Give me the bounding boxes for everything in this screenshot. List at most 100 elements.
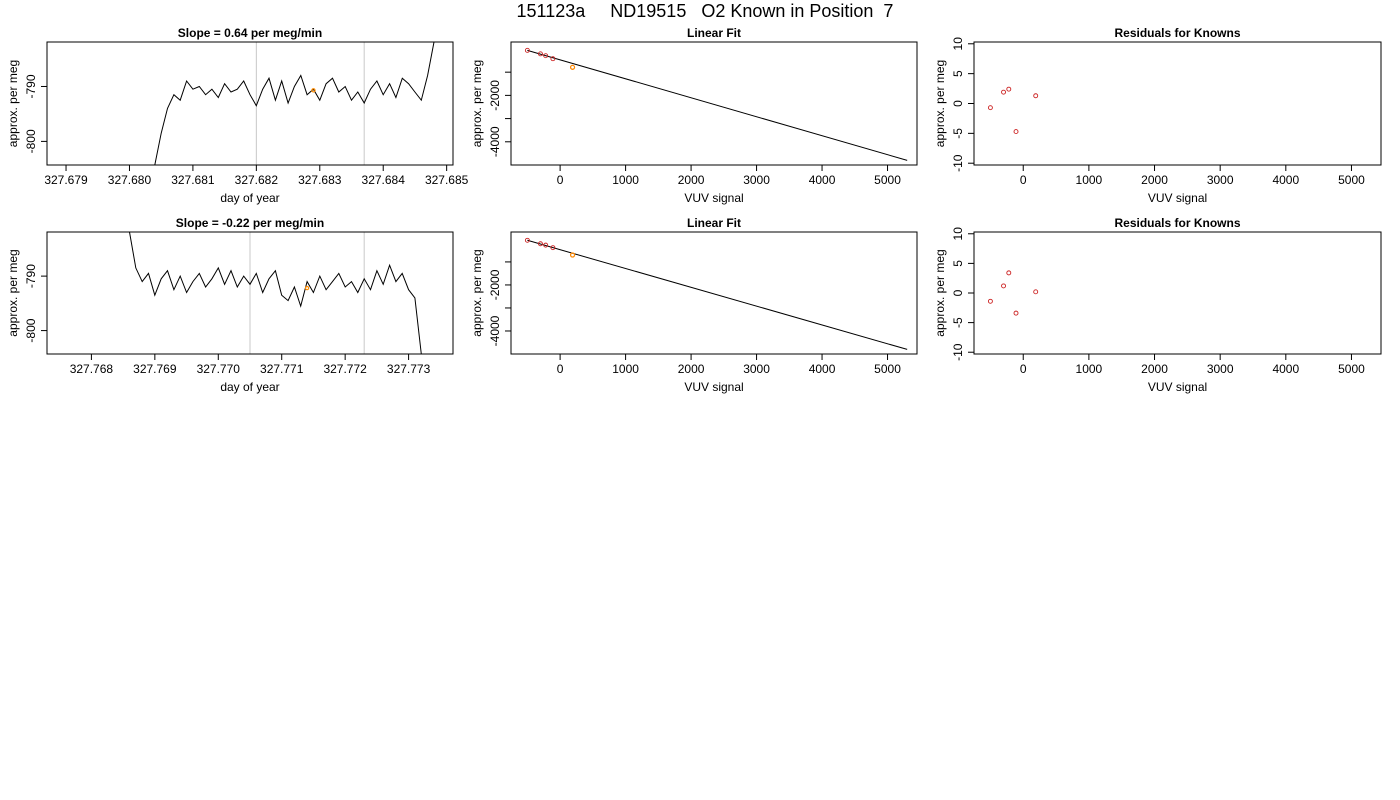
y-tick-label: -2000 xyxy=(488,80,502,111)
x-tick-label: 4000 xyxy=(1272,173,1299,187)
x-tick-label: 327.685 xyxy=(425,173,469,187)
y-axis-label: approx. per meg xyxy=(933,249,947,336)
y-tick-label: 10 xyxy=(951,37,965,51)
data-point xyxy=(1001,89,1006,95)
x-axis-label: day of year xyxy=(220,191,279,205)
chart-panel-6: Residuals for Knowns 0 1000 2000 3000 4000 500… xyxy=(933,216,1382,394)
y-tick-label: -790 xyxy=(24,74,38,98)
x-tick-label: 327.768 xyxy=(70,362,114,376)
x-tick-label: 2000 xyxy=(678,173,705,187)
chart-title: Residuals for Knowns xyxy=(1114,216,1240,230)
fit-line xyxy=(527,239,908,350)
x-tick-label: 327.772 xyxy=(323,362,367,376)
y-tick-label: -5 xyxy=(951,317,965,328)
data-point xyxy=(538,241,543,247)
data-point xyxy=(987,105,993,111)
data-point xyxy=(543,242,549,248)
data-point xyxy=(543,53,549,59)
y-axis-label: approx. per meg xyxy=(6,60,20,147)
chart-title: Slope = 0.64 per meg/min xyxy=(178,26,322,40)
series-line xyxy=(154,42,435,165)
x-tick-label: 0 xyxy=(557,362,564,376)
y-tick-label: -5 xyxy=(951,128,965,139)
y-tick-label: 0 xyxy=(951,289,965,296)
data-point xyxy=(1006,270,1012,276)
x-axis-label: VUV signal xyxy=(684,191,743,205)
x-tick-label: 2000 xyxy=(678,362,705,376)
x-tick-label: 0 xyxy=(1020,173,1027,187)
chart-panel-4: Slope = -0.22 per meg/min 327.768 327.769 3… xyxy=(6,216,454,394)
chart-panel-1: Slope = 0.64 per meg/min 327.679 327.680 32… xyxy=(6,26,469,205)
data-point xyxy=(987,298,993,304)
data-point xyxy=(550,245,556,251)
x-tick-label: 5000 xyxy=(874,362,901,376)
plot-frame xyxy=(510,231,918,355)
data-point xyxy=(1033,93,1039,99)
x-tick-label: 5000 xyxy=(1338,362,1365,376)
x-tick-label: 3000 xyxy=(1207,362,1234,376)
x-tick-label: 4000 xyxy=(1272,362,1299,376)
y-tick-label: -2000 xyxy=(488,269,502,300)
marker-point xyxy=(311,88,316,93)
x-tick-label: 327.684 xyxy=(362,173,406,187)
x-tick-label: 0 xyxy=(1020,362,1027,376)
plot-frame xyxy=(510,41,918,166)
x-axis-label: day of year xyxy=(220,380,279,394)
y-tick-label: -4000 xyxy=(488,126,502,157)
y-tick-label: -800 xyxy=(24,129,38,153)
y-tick-label: -10 xyxy=(951,343,965,361)
x-tick-label: 5000 xyxy=(874,173,901,187)
x-tick-label: 1000 xyxy=(612,362,639,376)
chart-title: Linear Fit xyxy=(687,26,741,40)
y-tick-label: 5 xyxy=(951,70,965,77)
data-point xyxy=(1013,129,1019,135)
y-tick-label: -4000 xyxy=(488,315,502,346)
plot-frame xyxy=(46,41,454,166)
plot-data xyxy=(987,270,1039,316)
fit-line xyxy=(527,49,908,161)
y-axis-label: approx. per meg xyxy=(470,60,484,147)
x-axis-label: VUV signal xyxy=(684,380,743,394)
y-tick-label: 5 xyxy=(951,260,965,267)
x-axis-label: VUV signal xyxy=(1148,380,1207,394)
data-point xyxy=(1001,283,1006,289)
x-tick-label: 327.773 xyxy=(387,362,431,376)
x-tick-label: 2000 xyxy=(1141,362,1168,376)
chart-title: Slope = -0.22 per meg/min xyxy=(176,216,324,230)
x-tick-label: 4000 xyxy=(809,362,836,376)
chart-panel-5: Linear Fit 0 1000 2000 3000 4000 5000 VUV signa… xyxy=(470,216,918,394)
plot-frame xyxy=(973,41,1382,166)
highlight-point xyxy=(569,64,576,70)
page-title: 151123a ND19515 O2 Known in Position 7 xyxy=(516,1,894,21)
data-point xyxy=(524,237,530,243)
x-tick-label: 327.770 xyxy=(197,362,241,376)
x-tick-label: 327.680 xyxy=(108,173,152,187)
x-tick-label: 1000 xyxy=(1076,362,1103,376)
data-point xyxy=(1033,289,1039,295)
x-tick-label: 0 xyxy=(557,173,564,187)
x-tick-label: 327.681 xyxy=(171,173,215,187)
plot-data xyxy=(987,86,1039,135)
chart-panel-3: Residuals for Knowns 0 1000 2000 3000 4000 500… xyxy=(933,26,1382,205)
x-axis-label: VUV signal xyxy=(1148,191,1207,205)
x-tick-label: 327.771 xyxy=(260,362,304,376)
y-tick-label: -10 xyxy=(951,154,965,172)
y-tick-label: 10 xyxy=(951,227,965,241)
marker-point xyxy=(304,285,310,291)
data-point xyxy=(538,51,543,57)
plot-data xyxy=(154,42,435,165)
x-tick-label: 1000 xyxy=(612,173,639,187)
chart-title: Linear Fit xyxy=(687,216,741,230)
x-tick-label: 327.682 xyxy=(235,173,279,187)
plot-data xyxy=(129,232,422,354)
y-axis-label: approx. per meg xyxy=(470,249,484,336)
plot-data xyxy=(524,47,908,161)
y-tick-label: 0 xyxy=(951,100,965,107)
y-axis-label: approx. per meg xyxy=(933,60,947,147)
chart-panel-2: Linear Fit 0 1000 2000 3000 4000 5000 VUV signa… xyxy=(470,26,918,205)
x-tick-label: 5000 xyxy=(1338,173,1365,187)
y-tick-label: -800 xyxy=(24,318,38,342)
x-tick-label: 327.679 xyxy=(44,173,88,187)
x-tick-label: 1000 xyxy=(1076,173,1103,187)
